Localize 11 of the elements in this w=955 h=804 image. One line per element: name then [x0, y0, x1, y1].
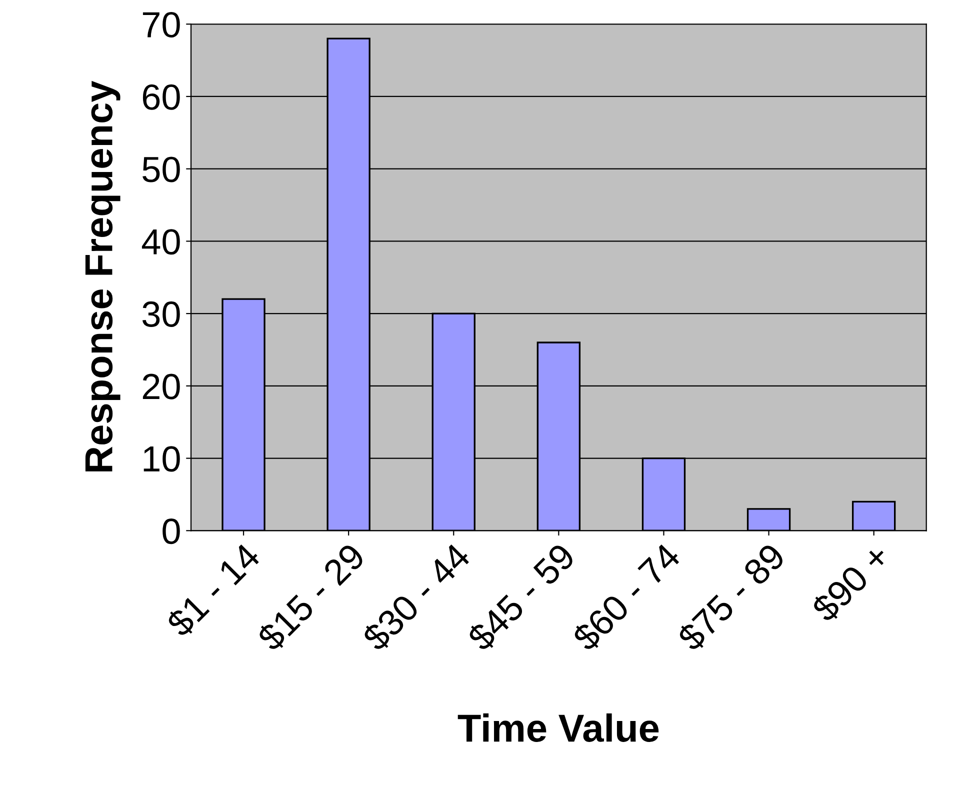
y-tick-label: 40: [142, 229, 180, 255]
y-axis-title: Response Frequency: [85, 80, 120, 472]
x-tick-label: $90 +: [809, 541, 893, 625]
y-tick-label: 60: [142, 84, 180, 110]
y-tick-label: 10: [144, 446, 180, 472]
x-axis-title: Time Value: [458, 713, 659, 742]
y-tick-label: 70: [142, 12, 180, 38]
y-tick-label: 50: [142, 156, 180, 182]
y-tick-label: 0: [162, 518, 180, 544]
y-tick-label: 20: [142, 374, 180, 400]
y-tick-label: 30: [142, 301, 180, 327]
